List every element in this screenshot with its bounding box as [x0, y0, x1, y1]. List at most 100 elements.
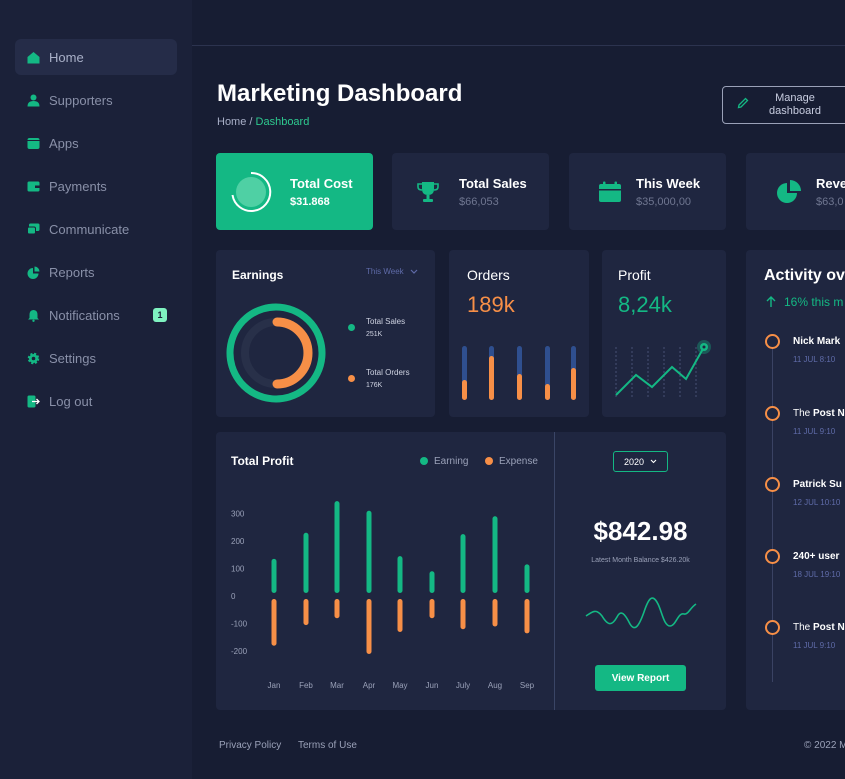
expense-bar-apr — [366, 599, 372, 654]
terms-of-use-link[interactable]: Terms of Use — [298, 740, 357, 751]
x-tick-label: Feb — [299, 681, 313, 690]
timeline-item-time: 18 JUL 19:10 — [793, 570, 841, 579]
timeline-dot — [765, 477, 780, 492]
sidebar-item-label: Settings — [49, 350, 96, 366]
stat-card-this-week[interactable]: This Week $35,000,00 — [569, 153, 726, 230]
profit-line-chart — [615, 340, 711, 399]
y-tick-label: -200 — [231, 647, 248, 656]
stat-title: Revenue — [816, 175, 845, 191]
sidebar-item-supporters[interactable]: Supporters — [15, 82, 177, 118]
pie-chart-icon — [776, 178, 802, 206]
sidebar-item-notifications[interactable]: Notifications 1 — [15, 297, 177, 333]
year-select-value: 2020 — [623, 456, 645, 467]
sidebar-item-payments[interactable]: Payments — [15, 168, 177, 204]
x-tick-label: May — [392, 681, 407, 690]
home-icon — [26, 50, 40, 64]
sidebar-item-apps[interactable]: Apps — [15, 125, 177, 161]
stat-title: This Week — [636, 175, 701, 191]
manage-dashboard-button[interactable]: Manage dashboard — [722, 86, 845, 124]
breadcrumb-home[interactable]: Home — [217, 116, 247, 128]
sidebar-item-label: Notifications — [49, 307, 120, 323]
timeline-item-text: Nick Mark — [793, 336, 840, 347]
earning-bar-apr — [366, 510, 372, 593]
total-profit-title: Total Profit — [231, 454, 294, 468]
chat-icon — [26, 222, 40, 236]
stat-card-total-sales[interactable]: Total Sales $66,053 — [392, 153, 549, 230]
expense-bar-may — [397, 599, 403, 632]
topbar-divider — [192, 45, 845, 46]
manage-label-line1: Manage — [775, 92, 815, 104]
earnings-title: Earnings — [232, 268, 284, 282]
earnings-filter-dropdown[interactable]: This Week — [366, 267, 418, 276]
timeline-text-bold: 240+ user — [793, 551, 840, 562]
y-tick-label: -100 — [231, 620, 248, 629]
activity-trend-label: 16% this m — [784, 295, 844, 309]
legend-earning-dot — [420, 457, 428, 465]
x-tick-label: Jun — [426, 681, 439, 690]
orders-bar-4-fill — [545, 384, 550, 400]
stat-card-total-cost[interactable]: Total Cost $31.868 — [216, 153, 373, 230]
timeline-text-bold: Patrick Su — [793, 479, 842, 490]
expense-bar-aug — [492, 599, 498, 627]
legend-orders-label: Total Orders — [366, 368, 410, 377]
timeline-text-pre: The — [793, 622, 814, 633]
timeline-text-bold: Post N — [813, 622, 845, 633]
logout-icon — [26, 394, 40, 408]
total-profit-chart: 300 200 100 0 -100 -200 Jan Feb Mar Apr May Jun July… — [231, 501, 535, 690]
manage-label-line2: dashboard — [769, 105, 821, 117]
stat-title: Total Sales — [459, 175, 527, 191]
orders-bar-3-fill — [517, 374, 522, 400]
bell-icon — [26, 308, 40, 322]
timeline-item-text: The Post N — [793, 408, 845, 419]
sidebar-item-settings[interactable]: Settings — [15, 340, 177, 376]
sidebar-item-label: Reports — [49, 264, 95, 280]
orders-bar-5-fill — [571, 368, 576, 400]
stat-value: $31.868 — [290, 195, 330, 208]
stat-value: $66,053 — [459, 195, 499, 208]
earnings-card: Earnings This Week Total Sales 251K Tota… — [216, 250, 435, 417]
sidebar-item-label: Communicate — [49, 221, 130, 237]
stat-card-revenue[interactable]: Revenue $63,0 — [746, 153, 845, 230]
privacy-policy-link[interactable]: Privacy Policy — [219, 740, 282, 751]
circle-progress-icon — [230, 171, 272, 213]
activity-title: Activity ov — [764, 267, 845, 284]
sidebar-item-home[interactable]: Home — [15, 39, 177, 75]
timeline-item-text: Patrick Su — [793, 479, 842, 490]
total-profit-card: Total Profit Earning Expense 300 200 100 0 -… — [216, 432, 726, 710]
sidebar-item-reports[interactable]: Reports — [15, 254, 177, 290]
arrow-up-icon — [766, 296, 776, 307]
timeline-line — [772, 342, 773, 682]
chevron-down-icon — [650, 459, 657, 464]
orders-title: Orders — [467, 267, 510, 283]
earning-bar-jan — [271, 558, 277, 593]
profit-card: Profit 8,24k — [602, 250, 726, 417]
breadcrumb-separator: / — [246, 116, 256, 128]
legend-sales-label: Total Sales — [366, 317, 406, 326]
legend-orders-value: 176K — [366, 382, 383, 389]
pie-icon — [26, 265, 40, 279]
sidebar-item-label: Supporters — [49, 92, 113, 108]
timeline-dot — [765, 549, 780, 564]
view-report-button[interactable]: View Report — [595, 665, 686, 691]
balance-value: $842.98 — [593, 516, 688, 546]
x-tick-label: Jan — [268, 681, 281, 690]
orders-bar-1-fill — [462, 380, 467, 400]
stat-value: $35,000,00 — [636, 195, 692, 208]
earning-bar-aug — [492, 516, 498, 593]
y-tick-label: 200 — [231, 537, 245, 546]
stat-title: Total Cost — [290, 175, 353, 191]
stat-value: $63,0 — [816, 195, 844, 208]
orders-card: Orders 189k — [449, 250, 589, 417]
gear-icon — [26, 351, 40, 365]
sidebar-item-logout[interactable]: Log out — [15, 383, 177, 419]
y-tick-label: 300 — [231, 510, 245, 519]
timeline-dot — [765, 334, 780, 349]
expense-bar-feb — [303, 599, 309, 626]
legend-earning-label: Earning — [434, 456, 469, 467]
timeline-item-time: 11 JUL 8:10 — [793, 355, 836, 364]
sidebar-item-label: Apps — [49, 135, 79, 151]
calendar-icon — [596, 178, 624, 206]
year-select[interactable]: 2020 — [613, 451, 668, 472]
x-tick-label: Aug — [488, 681, 502, 690]
sidebar-item-communicate[interactable]: Communicate — [15, 211, 177, 247]
